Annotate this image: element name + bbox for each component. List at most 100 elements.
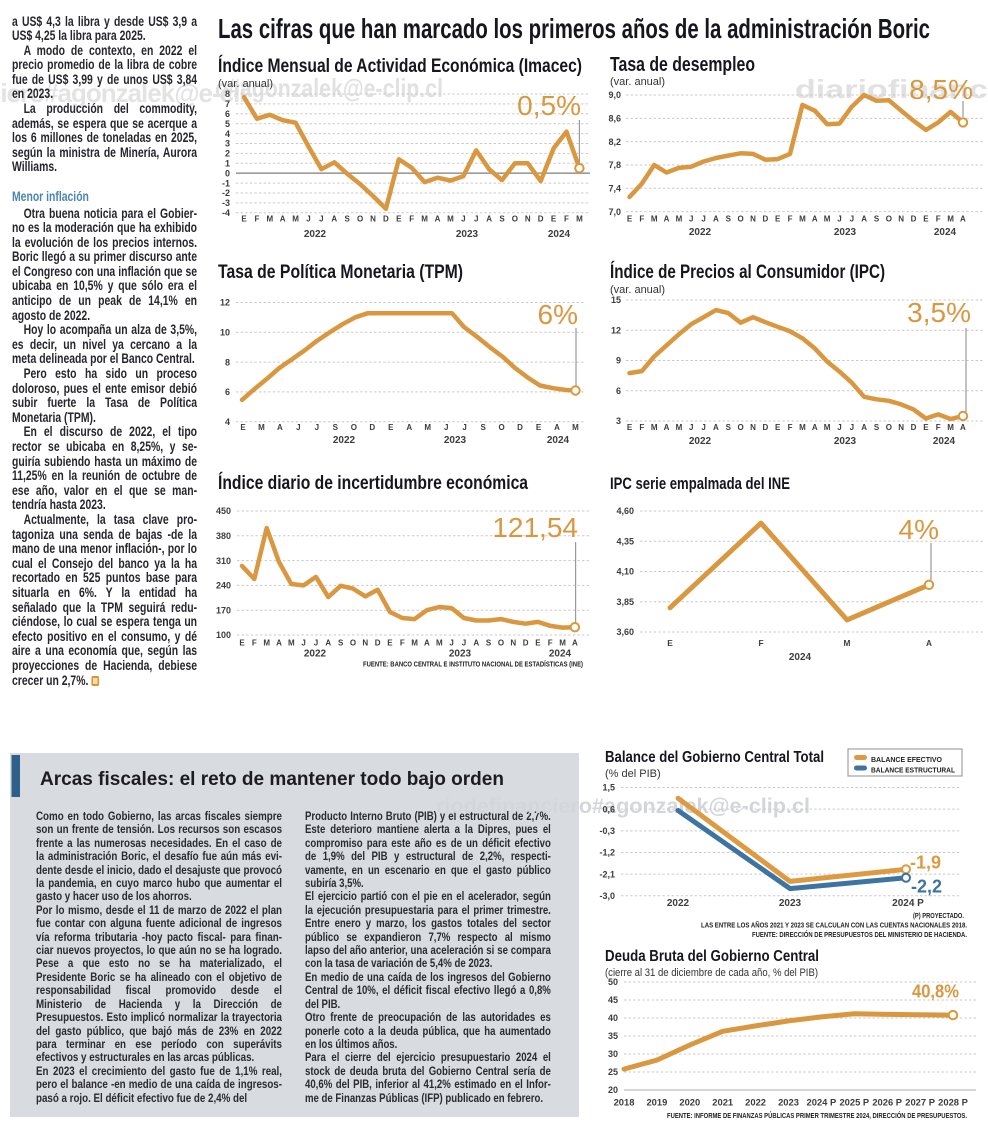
svg-text:O: O: [351, 423, 357, 432]
svg-text:2022: 2022: [689, 436, 712, 447]
svg-text:J: J: [462, 423, 466, 432]
svg-text:(var. anual): (var. anual): [610, 284, 665, 296]
svg-text:2022: 2022: [745, 1097, 766, 1108]
svg-text:E: E: [241, 215, 247, 224]
svg-text:40,8%: 40,8%: [912, 981, 959, 1002]
svg-text:(var. anual): (var. anual): [218, 78, 273, 90]
svg-text:M: M: [572, 423, 579, 432]
svg-text:7: 7: [225, 99, 230, 109]
svg-text:3: 3: [225, 139, 230, 149]
svg-text:Índice de Precios al Consumido: Índice de Precios al Consumidor (IPC): [610, 261, 885, 283]
svg-text:A: A: [331, 215, 337, 224]
svg-text:Índice Mensual de Actividad Ec: Índice Mensual de Actividad Económica (I…: [218, 55, 582, 77]
svg-text:2020: 2020: [679, 1097, 700, 1108]
svg-text:M: M: [651, 215, 658, 224]
svg-text:FUENTE: INFORME DE FINANZAS PÚ: FUENTE: INFORME DE FINANZAS PÚBLICAS PRI…: [667, 1111, 967, 1120]
svg-text:M: M: [447, 215, 454, 224]
svg-text:A: A: [812, 423, 818, 432]
svg-text:M: M: [824, 215, 831, 224]
svg-text:F: F: [252, 639, 257, 648]
svg-text:J: J: [314, 639, 318, 648]
svg-text:-1: -1: [222, 178, 230, 188]
svg-text:N: N: [898, 215, 904, 224]
svg-text:Las cifras que han marcado los: Las cifras que han marcado los primeros …: [218, 13, 930, 44]
svg-text:F: F: [936, 423, 941, 432]
svg-text:O: O: [738, 215, 744, 224]
svg-text:F: F: [564, 215, 569, 224]
svg-text:2023: 2023: [834, 227, 857, 238]
svg-text:FUENTE: DIRECCIÓN DE PRESUPUES: FUENTE: DIRECCIÓN DE PRESUPUESTOS DEL MI…: [752, 930, 967, 939]
svg-text:-1,2: -1,2: [599, 848, 615, 858]
svg-text:M: M: [947, 215, 954, 224]
svg-text:E: E: [388, 423, 394, 432]
svg-text:30: 30: [608, 1049, 618, 1059]
svg-text:BALANCE EFECTIVO: BALANCE EFECTIVO: [871, 755, 942, 764]
svg-text:N: N: [370, 215, 376, 224]
svg-text:2019: 2019: [646, 1097, 667, 1108]
svg-text:O: O: [886, 423, 892, 432]
svg-text:(cierre al 31 de diciembre de: (cierre al 31 de diciembre de cada año, …: [605, 967, 818, 979]
svg-text:M: M: [263, 639, 270, 648]
svg-text:J: J: [837, 423, 841, 432]
svg-text:A: A: [926, 638, 932, 648]
svg-text:12: 12: [220, 298, 230, 308]
svg-text:E: E: [627, 423, 633, 432]
svg-text:S: S: [874, 215, 880, 224]
svg-text:M: M: [676, 423, 683, 432]
svg-text:E: E: [536, 423, 542, 432]
svg-text:-4: -4: [222, 208, 230, 218]
svg-text:M: M: [824, 423, 831, 432]
svg-text:20: 20: [608, 1085, 618, 1095]
svg-text:E: E: [923, 215, 929, 224]
svg-text:M: M: [651, 423, 658, 432]
svg-text:2028 P: 2028 P: [938, 1097, 968, 1108]
svg-text:3: 3: [616, 416, 621, 426]
svg-text:E: E: [667, 638, 673, 648]
svg-text:-3: -3: [222, 198, 230, 208]
svg-text:A: A: [554, 423, 560, 432]
svg-text:F: F: [254, 215, 259, 224]
svg-text:M: M: [799, 423, 806, 432]
svg-text:A: A: [960, 215, 966, 224]
svg-text:diariofinanc: diariofinanc: [795, 74, 988, 104]
svg-text:J: J: [701, 423, 705, 432]
svg-text:3,5%: 3,5%: [907, 297, 971, 328]
svg-text:A: A: [812, 215, 818, 224]
svg-text:O: O: [512, 215, 518, 224]
svg-text:2024: 2024: [933, 436, 956, 447]
svg-text:M: M: [421, 215, 428, 224]
svg-text:0,6: 0,6: [602, 804, 615, 814]
svg-text:J: J: [701, 215, 705, 224]
svg-text:F: F: [548, 639, 553, 648]
svg-text:N: N: [525, 215, 531, 224]
svg-text:8: 8: [225, 89, 230, 99]
svg-text:9: 9: [616, 356, 621, 366]
svg-text:S: S: [338, 639, 344, 648]
svg-text:2023: 2023: [449, 649, 472, 660]
svg-text:E: E: [396, 215, 402, 224]
svg-text:2024: 2024: [789, 652, 812, 663]
svg-text:2022: 2022: [667, 898, 690, 909]
svg-text:A: A: [276, 639, 282, 648]
svg-text:M: M: [799, 215, 806, 224]
svg-text:3,60: 3,60: [616, 627, 634, 637]
svg-text:E: E: [551, 215, 557, 224]
svg-text:LAS ENTRE LOS AÑOS 2021 Y 2023: LAS ENTRE LOS AÑOS 2021 Y 2023 SE CALCUL…: [701, 921, 967, 930]
svg-text:2023: 2023: [778, 1097, 799, 1108]
svg-text:F: F: [758, 638, 763, 648]
svg-text:1: 1: [225, 159, 230, 169]
svg-text:Balance del Gobierno Central T: Balance del Gobierno Central Total: [605, 749, 824, 766]
svg-text:D: D: [375, 639, 381, 648]
svg-text:A: A: [960, 423, 966, 432]
svg-text:F: F: [400, 639, 405, 648]
svg-text:8,5%: 8,5%: [909, 74, 973, 105]
svg-text:A: A: [280, 215, 286, 224]
svg-text:D: D: [911, 423, 917, 432]
svg-text:170: 170: [216, 605, 231, 615]
svg-text:M: M: [576, 215, 583, 224]
svg-text:A: A: [861, 423, 867, 432]
svg-text:40: 40: [608, 1013, 618, 1023]
svg-text:J: J: [444, 423, 448, 432]
svg-text:121,54: 121,54: [492, 512, 578, 543]
svg-text:J: J: [850, 423, 854, 432]
